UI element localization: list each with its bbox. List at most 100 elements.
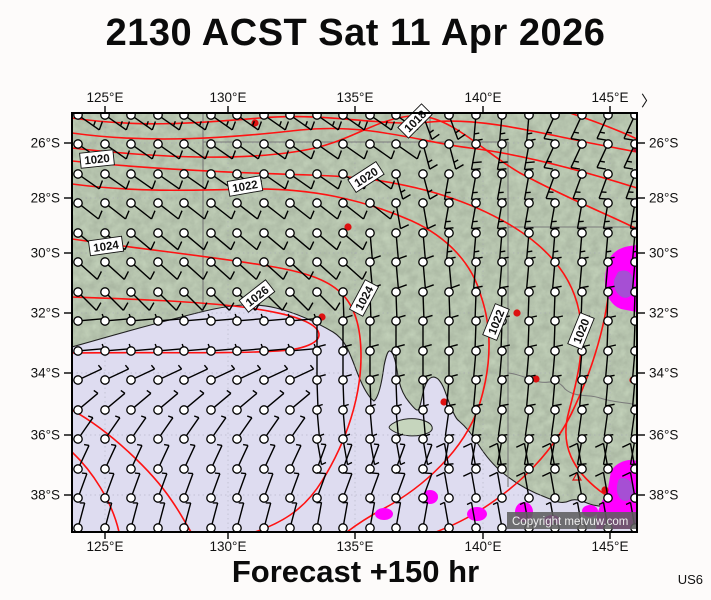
station-circle xyxy=(471,523,481,532)
station-circle xyxy=(577,405,587,415)
isobar-line xyxy=(72,115,637,230)
station-circle xyxy=(206,139,216,149)
wind-barb xyxy=(239,145,263,160)
wind-barb xyxy=(213,294,235,311)
station-circle xyxy=(550,287,560,297)
station-circle xyxy=(285,375,295,385)
station-circle xyxy=(444,434,454,444)
wind-barb xyxy=(133,389,152,408)
wind-barb xyxy=(423,443,433,466)
station-circle xyxy=(577,139,587,149)
station-circle xyxy=(179,346,189,356)
station-circle xyxy=(259,493,269,503)
station-circle xyxy=(312,434,322,444)
station-circle xyxy=(471,139,481,149)
wind-barb xyxy=(160,235,183,251)
station-circle xyxy=(497,139,507,149)
wind-barb xyxy=(238,443,249,466)
wind-barb xyxy=(266,145,290,160)
isobar-line xyxy=(72,238,362,532)
station-circle xyxy=(577,464,587,474)
station-circle xyxy=(285,198,295,208)
station-circle xyxy=(577,493,587,503)
station-circle xyxy=(471,169,481,179)
wind-barb xyxy=(133,175,157,190)
wind-barb xyxy=(186,294,208,311)
wind-barb xyxy=(319,145,343,160)
wind-barb xyxy=(292,205,315,220)
wind-barb xyxy=(293,364,315,379)
lon-label-bottom: 135°E xyxy=(337,539,374,554)
wind-barb xyxy=(211,502,219,525)
wind-barb xyxy=(213,264,236,280)
wind-barb xyxy=(212,415,227,437)
station-circle xyxy=(126,405,136,415)
station-circle xyxy=(179,493,189,503)
wind-barb xyxy=(266,294,288,311)
wind-barb xyxy=(239,235,262,251)
station-circle xyxy=(603,257,613,267)
wind-barb xyxy=(343,442,353,466)
wind-barb xyxy=(395,266,407,289)
station-circle xyxy=(497,434,507,444)
wind-barb xyxy=(107,145,131,160)
station-circle xyxy=(100,139,110,149)
isobar-label-box xyxy=(238,279,276,313)
precipitation-area xyxy=(467,507,487,521)
wind-barb xyxy=(107,175,131,190)
station-circle xyxy=(259,198,269,208)
wind-barb xyxy=(212,443,223,466)
station-circle xyxy=(603,287,613,297)
wind-barb xyxy=(422,501,429,525)
station-circle xyxy=(232,493,242,503)
station-circle xyxy=(524,434,534,444)
station-circle xyxy=(471,113,481,120)
station-circle xyxy=(206,316,216,326)
station-circle xyxy=(418,198,428,208)
wind-barb xyxy=(622,442,635,466)
wind-barb xyxy=(81,364,103,379)
station-circle xyxy=(232,316,242,326)
station-circle xyxy=(312,139,322,149)
wind-barb xyxy=(369,472,380,495)
station-circle xyxy=(471,493,481,503)
station-circle xyxy=(206,228,216,238)
station-circle xyxy=(444,493,454,503)
station-circle xyxy=(391,405,401,415)
station-circle xyxy=(312,257,322,267)
wind-barb xyxy=(439,501,449,525)
station-circle xyxy=(285,405,295,415)
station-circle xyxy=(630,316,637,326)
wind-barb xyxy=(237,502,245,525)
station-circle xyxy=(391,464,401,474)
wind-barb xyxy=(396,443,406,466)
station-circle xyxy=(471,257,481,267)
station-circle xyxy=(418,287,428,297)
station-circle xyxy=(365,375,375,385)
station-circle xyxy=(630,434,637,444)
station-circle xyxy=(285,316,295,326)
station-circle xyxy=(206,493,216,503)
station-circle xyxy=(550,464,560,474)
station-circle xyxy=(418,405,428,415)
wind-barb xyxy=(396,206,409,230)
wind-barb xyxy=(214,364,236,379)
station-circle xyxy=(524,198,534,208)
station-circle xyxy=(126,434,136,444)
wind-barb xyxy=(372,116,396,131)
station-circle xyxy=(338,434,348,444)
wind-barb xyxy=(160,264,183,280)
wind-barb xyxy=(185,443,196,466)
station-circle xyxy=(338,169,348,179)
station-circle xyxy=(391,228,401,238)
station-circle xyxy=(524,257,534,267)
station-circle xyxy=(73,169,83,179)
station-circle xyxy=(232,405,242,415)
wind-barb xyxy=(240,364,262,379)
station-circle xyxy=(550,493,560,503)
station-circle xyxy=(418,169,428,179)
wind-barb xyxy=(133,264,156,280)
station-circle xyxy=(179,375,189,385)
station-circle xyxy=(126,523,136,532)
station-circle xyxy=(179,316,189,326)
